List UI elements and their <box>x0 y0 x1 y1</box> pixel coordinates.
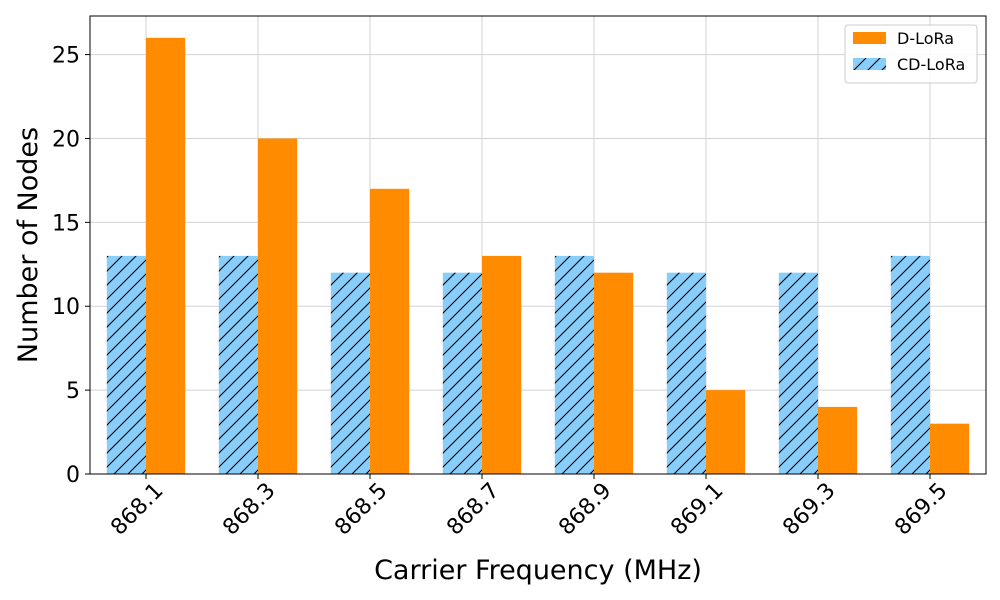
x-tick-label: 869.5 <box>890 478 952 540</box>
legend-swatch-cd-lora <box>853 58 886 70</box>
x-tick-label: 868.9 <box>554 478 616 540</box>
bar-d-lora <box>258 138 298 474</box>
legend-label: CD-LoRa <box>897 55 965 74</box>
y-tick-label: 15 <box>52 211 80 236</box>
x-tick-label: 868.1 <box>106 478 168 540</box>
y-tick-label: 25 <box>52 44 80 69</box>
legend-label: D-LoRa <box>897 29 954 48</box>
bar-d-lora <box>818 406 858 474</box>
x-axis-label: Carrier Frequency (MHz) <box>374 555 702 586</box>
bar-cd-lora <box>442 272 482 474</box>
y-tick-label: 20 <box>52 127 80 152</box>
bar-d-lora <box>482 255 522 474</box>
bar-d-lora <box>706 390 746 474</box>
legend-swatch-d-lora <box>853 32 886 44</box>
bar-cd-lora <box>106 255 146 474</box>
x-tick-label: 869.1 <box>666 478 728 540</box>
plot-area-frame <box>89 15 987 475</box>
x-tick-label: 868.3 <box>218 478 280 540</box>
legend: D-LoRa CD-LoRa <box>844 24 978 84</box>
bar-cd-lora <box>778 272 818 474</box>
bar-cd-lora <box>666 272 706 474</box>
y-tick-label: 0 <box>66 463 80 488</box>
y-tick-label: 10 <box>52 295 80 320</box>
bar-d-lora <box>370 188 410 475</box>
bar-cd-lora <box>218 255 258 474</box>
y-axis-label: Number of Nodes <box>13 127 44 363</box>
bar-cd-lora <box>890 255 930 474</box>
x-tick-label: 868.7 <box>442 478 504 540</box>
x-tick-label: 868.5 <box>330 478 392 540</box>
bars <box>106 37 970 475</box>
bar-cd-lora <box>330 272 370 474</box>
x-tick-label: 869.3 <box>778 478 840 540</box>
bar-d-lora <box>146 37 186 475</box>
bar-d-lora <box>930 423 970 474</box>
bar-d-lora <box>594 272 634 474</box>
bar-cd-lora <box>554 255 594 474</box>
y-tick-label: 5 <box>66 379 80 404</box>
